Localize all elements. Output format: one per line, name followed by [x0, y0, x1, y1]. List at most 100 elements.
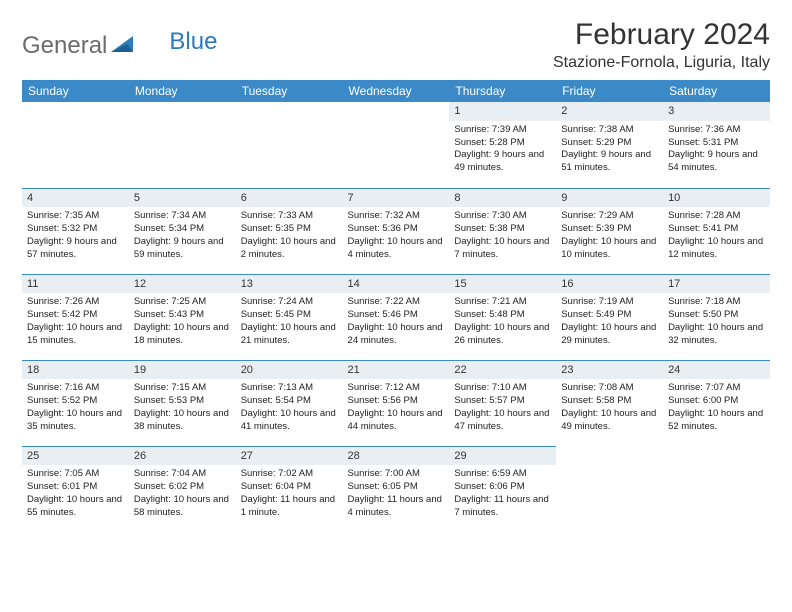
day-info: Sunrise: 7:19 AM Sunset: 5:49 PM Dayligh…: [561, 296, 658, 347]
calendar-cell: 17 Sunrise: 7:18 AM Sunset: 5:50 PM Dayli…: [663, 274, 770, 360]
day-number: 9: [556, 189, 663, 208]
day-number: 12: [129, 275, 236, 294]
calendar-cell: 11 Sunrise: 7:26 AM Sunset: 5:42 PM Dayli…: [22, 274, 129, 360]
weekday-header: Sunday: [22, 80, 129, 102]
calendar-cell: 24 Sunrise: 7:07 AM Sunset: 6:00 PM Dayli…: [663, 360, 770, 446]
day-info: Sunrise: 7:32 AM Sunset: 5:36 PM Dayligh…: [348, 210, 445, 261]
day-number: 20: [236, 361, 343, 380]
calendar-row: 25Sunrise: 7:05 AM Sunset: 6:01 PM Dayli…: [22, 446, 770, 532]
calendar-cell: 9 Sunrise: 7:29 AM Sunset: 5:39 PM Daylig…: [556, 188, 663, 274]
weekday-header: Saturday: [663, 80, 770, 102]
day-info: Sunrise: 7:28 AM Sunset: 5:41 PM Dayligh…: [668, 210, 765, 261]
calendar-cell: 28 Sunrise: 7:00 AM Sunset: 6:05 PM Dayli…: [343, 446, 450, 532]
calendar-cell: 10Sunrise: 7:28 AM Sunset: 5:41 PM Dayli…: [663, 188, 770, 274]
calendar-cell: 13Sunrise: 7:24 AM Sunset: 5:45 PM Dayli…: [236, 274, 343, 360]
calendar-cell: 14Sunrise: 7:22 AM Sunset: 5:46 PM Dayli…: [343, 274, 450, 360]
calendar-cell: 8 Sunrise: 7:30 AM Sunset: 5:38 PM Daylig…: [449, 188, 556, 274]
day-number: 24: [663, 361, 770, 380]
calendar-cell: [556, 446, 663, 532]
weekday-header: Monday: [129, 80, 236, 102]
day-number: 22: [449, 361, 556, 380]
day-number: 28: [343, 447, 450, 466]
day-number: 6: [236, 189, 343, 208]
day-info: Sunrise: 7:35 AM Sunset: 5:32 PM Dayligh…: [27, 210, 124, 261]
weekday-header: Wednesday: [343, 80, 450, 102]
weekday-header: Friday: [556, 80, 663, 102]
calendar-cell: .: [236, 102, 343, 188]
calendar-row: 11 Sunrise: 7:26 AM Sunset: 5:42 PM Dayli…: [22, 274, 770, 360]
logo: General Blue: [22, 18, 189, 60]
day-number: 8: [449, 189, 556, 208]
day-info: Sunrise: 7:33 AM Sunset: 5:35 PM Dayligh…: [241, 210, 338, 261]
day-info: Sunrise: 7:10 AM Sunset: 5:57 PM Dayligh…: [454, 382, 551, 433]
month-title: February 2024: [553, 18, 770, 52]
calendar-cell: .: [22, 102, 129, 188]
day-info: Sunrise: 7:12 AM Sunset: 5:56 PM Dayligh…: [348, 382, 445, 433]
logo-text-2: Blue: [169, 28, 217, 56]
calendar-table: Sunday Monday Tuesday Wednesday Thursday…: [22, 80, 770, 532]
day-number: 19: [129, 361, 236, 380]
day-number: 18: [22, 361, 129, 380]
day-info: Sunrise: 7:04 AM Sunset: 6:02 PM Dayligh…: [134, 468, 231, 519]
calendar-row: 18 Sunrise: 7:16 AM Sunset: 5:52 PM Dayli…: [22, 360, 770, 446]
calendar-cell: 27 Sunrise: 7:02 AM Sunset: 6:04 PM Dayli…: [236, 446, 343, 532]
day-info: Sunrise: 7:15 AM Sunset: 5:53 PM Dayligh…: [134, 382, 231, 433]
weekday-header-row: Sunday Monday Tuesday Wednesday Thursday…: [22, 80, 770, 102]
day-info: Sunrise: 7:07 AM Sunset: 6:00 PM Dayligh…: [668, 382, 765, 433]
day-info: Sunrise: 7:16 AM Sunset: 5:52 PM Dayligh…: [27, 382, 124, 433]
calendar-cell: 6 Sunrise: 7:33 AM Sunset: 5:35 PM Daylig…: [236, 188, 343, 274]
day-number: 16: [556, 275, 663, 294]
calendar-cell: [663, 446, 770, 532]
calendar-cell: 16 Sunrise: 7:19 AM Sunset: 5:49 PM Dayli…: [556, 274, 663, 360]
day-number: 21: [343, 361, 450, 380]
day-number: 5: [129, 189, 236, 208]
day-info: Sunrise: 7:26 AM Sunset: 5:42 PM Dayligh…: [27, 296, 124, 347]
triangle-icon: [111, 34, 137, 59]
calendar-cell: 25Sunrise: 7:05 AM Sunset: 6:01 PM Dayli…: [22, 446, 129, 532]
day-info: Sunrise: 7:18 AM Sunset: 5:50 PM Dayligh…: [668, 296, 765, 347]
day-info: Sunrise: 7:13 AM Sunset: 5:54 PM Dayligh…: [241, 382, 338, 433]
day-number: 13: [236, 275, 343, 294]
day-info: Sunrise: 7:30 AM Sunset: 5:38 PM Dayligh…: [454, 210, 551, 261]
weekday-header: Tuesday: [236, 80, 343, 102]
calendar-cell: 15Sunrise: 7:21 AM Sunset: 5:48 PM Dayli…: [449, 274, 556, 360]
day-number: 2: [556, 102, 663, 121]
calendar-cell: 19 Sunrise: 7:15 AM Sunset: 5:53 PM Dayli…: [129, 360, 236, 446]
day-number: 23: [556, 361, 663, 380]
calendar-cell: 18 Sunrise: 7:16 AM Sunset: 5:52 PM Dayli…: [22, 360, 129, 446]
calendar-cell: 2 Sunrise: 7:38 AM Sunset: 5:29 PM Daylig…: [556, 102, 663, 188]
day-number: 26: [129, 447, 236, 466]
day-number: 25: [22, 447, 129, 466]
day-info: Sunrise: 7:34 AM Sunset: 5:34 PM Dayligh…: [134, 210, 231, 261]
day-number: 29: [449, 447, 556, 466]
day-info: Sunrise: 7:22 AM Sunset: 5:46 PM Dayligh…: [348, 296, 445, 347]
day-number: 15: [449, 275, 556, 294]
calendar-cell: 29 Sunrise: 6:59 AM Sunset: 6:06 PM Dayli…: [449, 446, 556, 532]
day-info: Sunrise: 7:02 AM Sunset: 6:04 PM Dayligh…: [241, 468, 338, 519]
weekday-header: Thursday: [449, 80, 556, 102]
calendar-cell: 4 Sunrise: 7:35 AM Sunset: 5:32 PM Daylig…: [22, 188, 129, 274]
day-info: Sunrise: 7:00 AM Sunset: 6:05 PM Dayligh…: [348, 468, 445, 519]
day-number: 27: [236, 447, 343, 466]
day-number: 17: [663, 275, 770, 294]
day-number: 4: [22, 189, 129, 208]
calendar-cell: 21 Sunrise: 7:12 AM Sunset: 5:56 PM Dayli…: [343, 360, 450, 446]
calendar-cell: 5 Sunrise: 7:34 AM Sunset: 5:34 PM Daylig…: [129, 188, 236, 274]
logo-text-1: General: [22, 32, 107, 60]
day-number: 7: [343, 189, 450, 208]
day-info: Sunrise: 7:29 AM Sunset: 5:39 PM Dayligh…: [561, 210, 658, 261]
day-number: 11: [22, 275, 129, 294]
title-block: February 2024 Stazione-Fornola, Liguria,…: [553, 18, 770, 72]
day-info: Sunrise: 7:39 AM Sunset: 5:28 PM Dayligh…: [454, 124, 551, 175]
day-number: 1: [449, 102, 556, 121]
calendar-cell: 22 Sunrise: 7:10 AM Sunset: 5:57 PM Dayli…: [449, 360, 556, 446]
day-number: 3: [663, 102, 770, 121]
calendar-cell: 3Sunrise: 7:36 AM Sunset: 5:31 PM Daylig…: [663, 102, 770, 188]
day-info: Sunrise: 7:08 AM Sunset: 5:58 PM Dayligh…: [561, 382, 658, 433]
day-info: Sunrise: 7:38 AM Sunset: 5:29 PM Dayligh…: [561, 124, 658, 175]
calendar-cell: 20 Sunrise: 7:13 AM Sunset: 5:54 PM Dayli…: [236, 360, 343, 446]
calendar-cell: .: [343, 102, 450, 188]
calendar-row: ....1Sunrise: 7:39 AM Sunset: 5:28 PM Da…: [22, 102, 770, 188]
location: Stazione-Fornola, Liguria, Italy: [553, 54, 770, 72]
day-info: Sunrise: 6:59 AM Sunset: 6:06 PM Dayligh…: [454, 468, 551, 519]
